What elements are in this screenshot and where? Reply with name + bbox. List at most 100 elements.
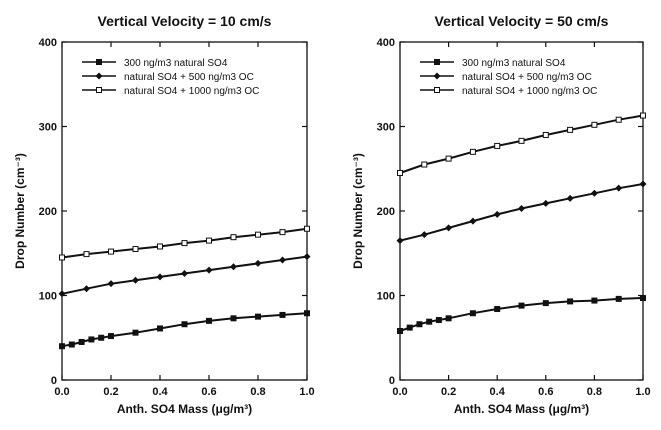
data-point — [230, 263, 237, 271]
legend-marker — [95, 72, 103, 80]
data-point — [590, 189, 598, 197]
data-point — [181, 270, 188, 278]
legend-label: natural SO4 + 500 ng/m3 OC — [462, 72, 592, 83]
data-point — [542, 131, 549, 138]
data-point — [279, 311, 286, 318]
data-point — [396, 237, 404, 245]
data-point — [416, 321, 423, 328]
y-tick-label: 400 — [39, 37, 57, 49]
data-point — [98, 334, 105, 341]
data-point — [83, 251, 90, 258]
x-tick-label: 0.2 — [103, 386, 118, 398]
data-point — [493, 210, 501, 218]
legend: 300 ng/m3 natural SO4 natural SO4 + 500 n… — [420, 58, 597, 97]
data-point — [494, 142, 501, 149]
data-point — [132, 329, 139, 336]
legend-label: natural SO4 + 500 ng/m3 OC — [124, 72, 254, 83]
data-point — [108, 248, 114, 255]
data-point — [304, 310, 310, 317]
data-point — [591, 121, 598, 128]
y-tick-label: 100 — [377, 291, 395, 303]
data-point — [157, 243, 163, 250]
y-tick-label: 0 — [389, 375, 395, 387]
y-axis-label: Drop Number (cm⁻³) — [351, 153, 365, 269]
data-point — [397, 169, 403, 176]
data-point — [445, 315, 452, 322]
series-line — [399, 183, 644, 242]
data-point — [132, 276, 139, 284]
data-point — [254, 259, 262, 267]
data-point — [426, 318, 433, 325]
y-tick-label: 200 — [377, 206, 395, 218]
data-point — [59, 343, 65, 350]
data-point — [469, 310, 476, 317]
x-tick-label: 0.0 — [392, 386, 407, 398]
data-point — [615, 295, 622, 302]
data-point — [181, 321, 188, 328]
data-point — [591, 297, 598, 304]
data-point — [83, 285, 90, 293]
data-point — [469, 217, 477, 225]
series-3 — [59, 225, 310, 261]
chart-panel-2: Vertical Velocity = 50 cm/s 0 100 200 300 400… — [351, 13, 651, 416]
legend-label: 300 ng/m3 natural SO4 — [124, 58, 228, 69]
data-point — [420, 231, 428, 239]
data-point — [255, 313, 261, 320]
data-point — [518, 204, 525, 212]
x-tick-label: 0.2 — [441, 386, 456, 398]
data-point — [206, 317, 212, 324]
x-tick-label: 0.6 — [538, 386, 553, 398]
data-point — [615, 116, 622, 123]
legend-marker — [96, 59, 102, 65]
data-point — [445, 155, 452, 162]
series-line — [61, 312, 308, 348]
data-point — [640, 295, 646, 302]
data-point — [494, 306, 501, 313]
series-2 — [396, 180, 647, 245]
y-axis-label: Drop Number (cm⁻³) — [13, 153, 27, 269]
data-point — [279, 229, 286, 236]
data-point — [303, 253, 311, 261]
x-axis-label: Anth. SO4 Mass (μg/m³) — [117, 402, 252, 416]
legend-marker — [434, 59, 440, 65]
data-point — [469, 148, 476, 155]
chart-title: Vertical Velocity = 50 cm/s — [435, 13, 609, 29]
data-point — [567, 126, 574, 133]
series-1 — [59, 310, 310, 350]
x-tick-label: 0.4 — [152, 386, 168, 398]
data-point — [59, 254, 65, 261]
data-point — [445, 224, 453, 232]
data-point — [615, 184, 623, 192]
x-tick-label: 0.6 — [201, 386, 216, 398]
data-point — [397, 327, 403, 334]
data-point — [157, 325, 163, 332]
data-point — [230, 234, 237, 241]
series-line — [399, 114, 644, 174]
x-axis-label: Anth. SO4 Mass (μg/m³) — [454, 402, 589, 416]
data-point — [108, 333, 114, 340]
data-point — [78, 338, 85, 345]
data-point — [639, 180, 647, 188]
legend-marker — [433, 72, 441, 80]
data-point — [206, 237, 212, 244]
x-tick-label: 1.0 — [299, 386, 314, 398]
data-point — [304, 225, 310, 232]
data-point — [107, 280, 115, 288]
data-point — [255, 231, 261, 238]
data-point — [640, 112, 646, 119]
y-tick-label: 200 — [39, 206, 57, 218]
y-tick-label: 0 — [51, 375, 57, 387]
data-point — [406, 324, 413, 331]
legend-marker — [96, 87, 102, 93]
data-point — [156, 273, 164, 281]
data-point — [181, 240, 188, 247]
y-tick-label: 300 — [39, 122, 57, 134]
data-point — [518, 137, 525, 144]
data-point — [518, 302, 525, 309]
x-tick-label: 0.4 — [490, 386, 506, 398]
series-3 — [397, 112, 646, 176]
data-point — [421, 161, 428, 168]
data-point — [542, 199, 550, 207]
legend: 300 ng/m3 natural SO4 natural SO4 + 500 n… — [82, 58, 259, 97]
